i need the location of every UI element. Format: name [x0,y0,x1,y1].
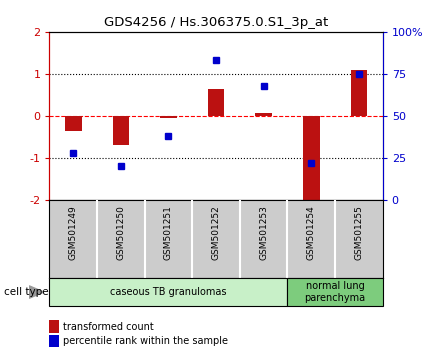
Bar [208,88,224,116]
Text: normal lung
parenchyma: normal lung parenchyma [304,281,366,303]
Bar [255,113,272,116]
Bar [160,116,177,118]
Text: GSM501251: GSM501251 [164,205,173,260]
Text: GSM501249: GSM501249 [69,205,78,260]
Bar [350,70,367,116]
Text: caseous TB granulomas: caseous TB granulomas [110,287,227,297]
Bar [303,116,319,204]
Bar [113,116,129,145]
Bar [65,116,82,131]
Bar [49,278,288,306]
Text: cell type: cell type [4,287,49,297]
Text: percentile rank within the sample: percentile rank within the sample [63,336,228,346]
Bar [288,278,383,306]
Text: GSM501250: GSM501250 [117,205,126,260]
Text: transformed count: transformed count [63,322,154,332]
Title: GDS4256 / Hs.306375.0.S1_3p_at: GDS4256 / Hs.306375.0.S1_3p_at [104,16,328,29]
Text: GSM501253: GSM501253 [259,205,268,260]
Text: GSM501255: GSM501255 [354,205,363,260]
Polygon shape [29,286,44,298]
Text: GSM501252: GSM501252 [212,205,221,260]
Text: GSM501254: GSM501254 [307,205,316,260]
